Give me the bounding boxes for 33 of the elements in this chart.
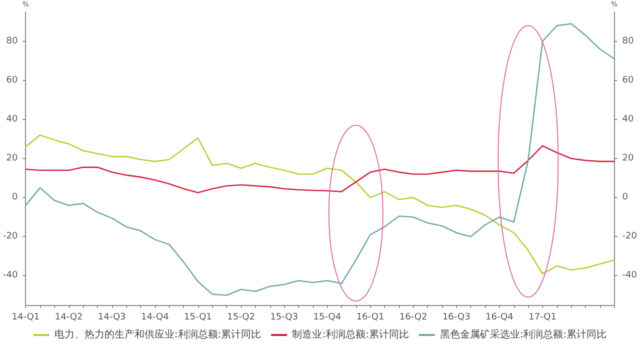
legend-label: 黑色金属矿采选业:利润总额:累计同比 <box>440 328 607 340</box>
legend-label: 电力、热力的生产和供应业:利润总额:累计同比 <box>54 328 262 340</box>
x-tick-label: 14-Q3 <box>98 312 126 322</box>
line-series <box>25 145 615 194</box>
x-tick-label: 14-Q2 <box>54 312 83 322</box>
x-tick-label: 16-Q4 <box>486 312 514 322</box>
y-tick-label: 60 <box>6 75 18 86</box>
legend-label: 制造业:利润总额:累计同比 <box>292 328 409 340</box>
y2-tick-label: -20 <box>622 232 638 242</box>
y-tick-label: 20 <box>6 154 18 164</box>
line-series <box>25 23 615 296</box>
line-series <box>25 134 615 274</box>
y-tick-label: 80 <box>6 36 18 46</box>
x-tick-label: 16-Q1 <box>356 312 384 322</box>
x-tick-label: 16-Q3 <box>442 312 470 322</box>
y-tick-label: 40 <box>6 114 18 124</box>
x-tick-label: 14-Q1 <box>12 312 40 322</box>
y2-tick-label: 40 <box>622 114 634 124</box>
x-tick-label: 15-Q1 <box>184 312 212 322</box>
y2-tick-label: 20 <box>622 154 634 164</box>
y2-tick-label: -40 <box>622 270 638 281</box>
y-tick-label: -20 <box>2 232 18 242</box>
x-tick-label: 15-Q2 <box>227 312 255 322</box>
x-tick-label: 16-Q2 <box>399 312 428 322</box>
y2-tick-label: 80 <box>622 36 634 46</box>
x-tick-label: 17-Q1 <box>528 312 556 322</box>
x-tick-label: 15-Q4 <box>313 312 342 322</box>
y-tick-label: 0 <box>12 192 18 203</box>
x-tick-label: 15-Q3 <box>270 312 298 322</box>
y-tick-label: -40 <box>2 270 18 281</box>
x-tick-label: 14-Q4 <box>140 312 170 322</box>
y2-tick-label: 60 <box>622 75 634 86</box>
y2-tick-label: 0 <box>622 192 628 203</box>
